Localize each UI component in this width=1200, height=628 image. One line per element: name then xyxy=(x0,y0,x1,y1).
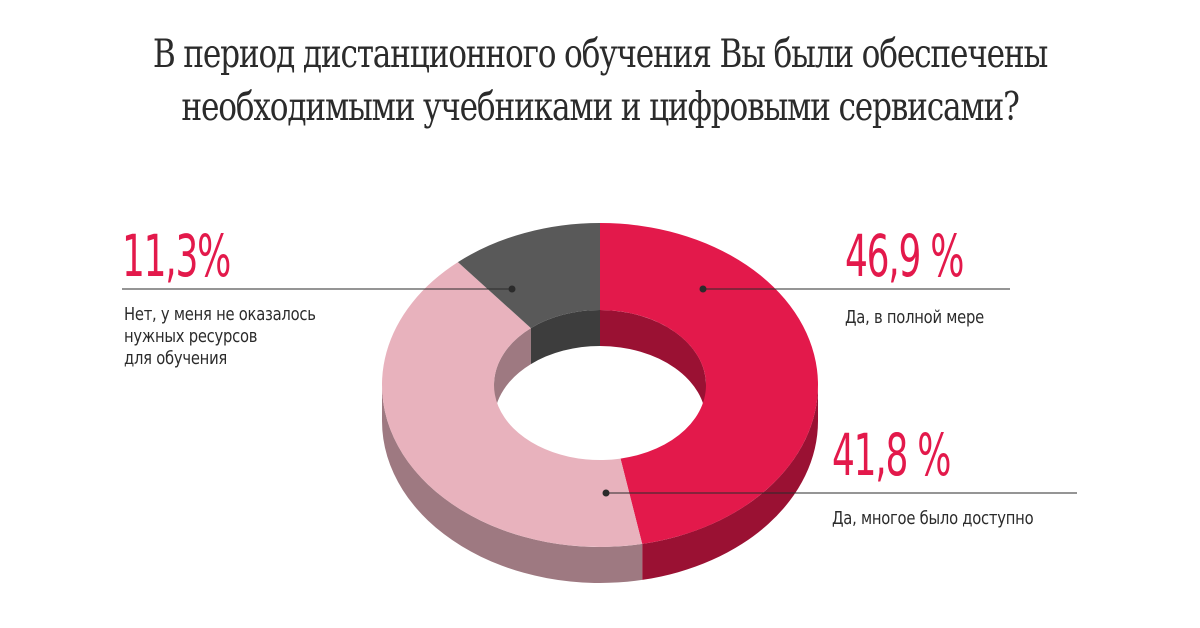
donut-outer-wall-1 xyxy=(382,385,643,583)
chart-title: В период дистанционного обучения Вы были… xyxy=(120,28,1080,134)
category-label-no-line-1: Нет, у меня не оказалось xyxy=(124,304,316,325)
donut-slice-0 xyxy=(600,223,818,544)
category-label-yes-mostly-line-1: Да, многое было доступно xyxy=(832,508,1034,529)
value-label-yes-fully: 46,9 % xyxy=(845,222,964,290)
value-label-yes-mostly: 41,8 % xyxy=(832,421,951,489)
category-label-no: Нет, у меня не оказалось нужных ресурсов… xyxy=(124,304,316,370)
category-label-no-line-2: нужных ресурсов xyxy=(124,326,258,347)
value-label-no: 11,3% xyxy=(122,222,231,290)
donut-inner-wall-1-1 xyxy=(494,328,531,421)
category-label-yes-fully: Да, в полной мере xyxy=(845,307,984,329)
donut-inner-wall-0-0 xyxy=(600,310,706,421)
leader-dot-no xyxy=(508,285,516,293)
donut-slice-2 xyxy=(457,223,600,329)
donut-outer-wall-0 xyxy=(642,385,818,580)
chart-title-line-2: необходимыми учебниками и цифровыми серв… xyxy=(181,85,1019,130)
donut-inner-wall-2-1 xyxy=(530,310,600,365)
category-label-no-line-3: для обучения xyxy=(124,348,228,369)
leader-dot-yes-fully xyxy=(699,285,707,293)
donut-slice-1 xyxy=(382,262,643,547)
category-label-yes-fully-line-1: Да, в полной мере xyxy=(845,307,984,328)
chart-title-line-1: В период дистанционного обучения Вы были… xyxy=(152,32,1049,77)
category-label-yes-mostly: Да, многое было доступно xyxy=(832,508,1034,530)
leader-dot-yes-mostly xyxy=(602,489,610,497)
